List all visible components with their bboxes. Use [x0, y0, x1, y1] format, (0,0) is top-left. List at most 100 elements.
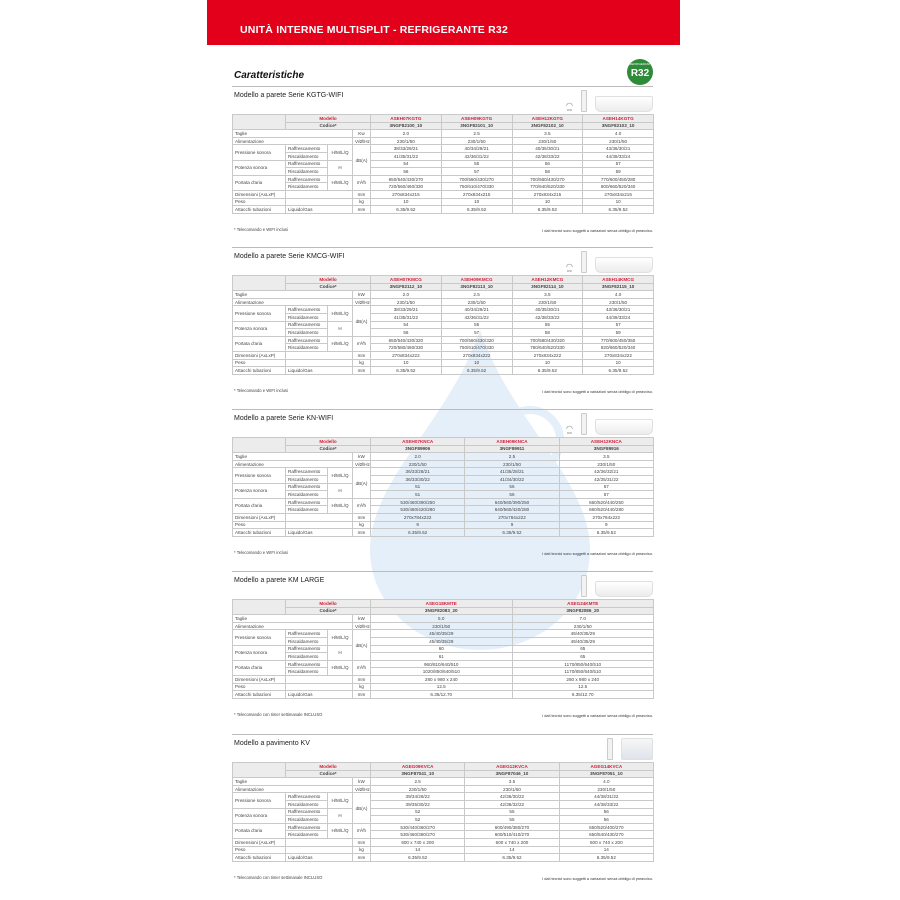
cell-taglie: 3.5: [511, 290, 584, 299]
cell-peso: 10: [511, 197, 584, 207]
page-title: UNITÀ INTERNE MULTISPLIT - REFRIGERANTE …: [240, 24, 508, 36]
codice-label: Codice*: [285, 606, 371, 616]
table-row: Modello ASEH07KNCA ASEH09KNCA ASEH12KNCA: [232, 436, 654, 454]
product-images: ◠ WIFI: [566, 251, 653, 273]
unit-mm: mm: [352, 853, 371, 862]
footnote: * Telecomando con timer settimanale INCL…: [234, 712, 323, 717]
modello-label: Modello: [285, 437, 371, 446]
cell-air-heat: 640/560/420/280: [464, 505, 560, 514]
cell-press-cool: 40/35/30/21: [511, 144, 584, 153]
heat-label: Riscaldamento: [285, 167, 328, 176]
cell-pot-heat: 57: [558, 490, 654, 499]
table-row: Peso kg 10 10 10 10: [232, 358, 654, 368]
dims-label: Dimensioni (AxLxP): [232, 350, 286, 360]
product-images: [581, 575, 653, 597]
cell-pot-cool: 55: [464, 807, 560, 817]
table-row: Dimensioni (AxLxP) mm 270x834x222 270x834x2…: [232, 350, 654, 360]
cell-peso: 10: [370, 197, 442, 207]
footnote: * Telecomando e WIFI inclusi: [234, 388, 288, 393]
cell-alim: 230/1/50: [558, 784, 654, 794]
liq-label: Liquido/Gas: [285, 205, 353, 214]
cell-pot-heat: 55: [464, 815, 560, 824]
attacchi-label: Attacchi tubazioni: [232, 690, 286, 699]
cool-label: Raffrescamento: [285, 644, 328, 654]
cell-alim: 230/1/50: [440, 136, 513, 146]
cell-press-heat: 39/35/30/22: [369, 799, 466, 809]
cell-taglie: 7.0: [511, 614, 654, 623]
cell-press-cool: 40/34/29/21: [440, 144, 513, 153]
table-row: Taglie kW 5.0 7.0: [232, 614, 654, 623]
blank: [285, 674, 353, 684]
wifi-icon: ◠ WIFI: [566, 424, 573, 436]
remote-control-icon: [581, 90, 587, 112]
divider: [232, 86, 653, 87]
table-row: Attacchi tubazioni Liquido/Gas mm 6.35/9.52…: [232, 205, 654, 214]
unit-m3: m³/h: [352, 659, 371, 676]
cell-press-heat: 44/38/33/22: [558, 799, 654, 809]
badge-text: R32: [630, 68, 650, 79]
cell-attacchi: 6.35/9.52: [511, 205, 584, 214]
cell-dims: 270x834x222: [511, 350, 584, 360]
cell-press-heat: 42/36/31/22: [440, 312, 513, 322]
product-images: [607, 738, 653, 760]
cell-taglie: 2.5: [369, 777, 466, 786]
cool-label: Raffrescamento: [285, 497, 328, 507]
alim-label: Alimentazione: [232, 297, 353, 307]
cell-press-cool: 44/38/31/22: [558, 792, 654, 801]
spec-table: Modello ASEH07KGTG ASEH09KGTG ASEH12KGTG ASE…: [232, 113, 654, 214]
cell-attacchi: 6.35/9.52: [440, 366, 513, 375]
table-row: Riscaldamento 720/560/460/330 750/610/470/…: [233, 182, 654, 191]
heat-label: Riscaldamento: [285, 490, 328, 499]
section-title: Modello a parete Serie KGTG-WIFI: [234, 92, 344, 99]
cell-pot-heat: 58: [511, 328, 584, 337]
pot-label: Potenza sonora: [232, 644, 286, 661]
cell-models: ASEG18KMTE: [370, 599, 513, 608]
cell-codes: 3NGF89906: [369, 444, 466, 454]
cell-air-cool: 660/520/440/250: [558, 497, 654, 507]
cell-peso: 10: [370, 358, 442, 368]
cell-taglie: 2.5: [464, 452, 560, 461]
hmlq-label: H/M/L/Q: [327, 822, 353, 839]
cell-pot-cool: 56: [511, 159, 584, 169]
cell-dims: 270x834x222: [370, 350, 442, 360]
unit-kg: kg: [352, 197, 371, 207]
product-images: ◠ WIFI: [566, 413, 653, 435]
table-row: Alimentazione V/Ø/Hz 230/1/50 230/1/50 230/1…: [232, 459, 654, 469]
heat-label: Riscaldamento: [285, 343, 328, 352]
cell-dims: 270x834x215: [582, 189, 654, 199]
table-row: Pressione sonora Raffrescamento H/M/L/Q dB(…: [232, 467, 654, 499]
table-row: Dimensioni (AxLxP) mm 270x834x215 270x834x2…: [232, 189, 654, 199]
pot-label: Potenza sonora: [232, 320, 286, 337]
cell-dims: 270x834x215: [440, 189, 513, 199]
heat-label: Riscaldamento: [285, 799, 328, 809]
cell-press-cool: 38/33/29/21: [370, 144, 442, 153]
table-row: Modello ASEG18KMTE ASEG24KMTE: [232, 598, 654, 616]
modello-label: Modello: [285, 275, 371, 284]
cell-alim: 230/1/50: [369, 784, 466, 794]
table-row: Peso kg 10 10 10 10: [232, 197, 654, 207]
cell-press-heat: 41/35/31/22: [370, 312, 442, 322]
cell-pot-cool: 55: [511, 320, 584, 330]
blank: [285, 682, 353, 692]
heat-label: Riscaldamento: [285, 312, 328, 322]
cell-models: AGEG12KVCA: [464, 762, 560, 771]
cell-pot-heat: 56: [370, 167, 442, 176]
wifi-label: WIFI: [566, 109, 573, 112]
cell-air-heat: 530/460/420/280: [369, 505, 466, 514]
remote-control-icon: [607, 738, 613, 760]
cell-taglie: 4.0: [582, 290, 654, 299]
unit-m3: m³/h: [352, 497, 371, 514]
header-blank: [232, 113, 286, 131]
cool-label: Raffrescamento: [285, 792, 328, 801]
cell-air-cool: 700/560/430/270: [511, 174, 584, 184]
unit-mm: mm: [352, 674, 371, 684]
cell-air-heat: 1020/850/640/510: [370, 667, 513, 676]
unit-mm: mm: [352, 690, 371, 699]
table-row: Taglie kW 2.0 2.5 3.5: [232, 452, 654, 461]
hmlq-label: H/M/L/Q: [327, 629, 353, 646]
cell-press-heat: 42/36/31/22: [440, 151, 513, 161]
blank: [285, 512, 353, 522]
table-row: Codice* 3NGF82083_20 3NGF82086_20: [233, 606, 654, 616]
blank: [285, 358, 353, 368]
cell-alim: 230/1/50: [370, 297, 442, 307]
